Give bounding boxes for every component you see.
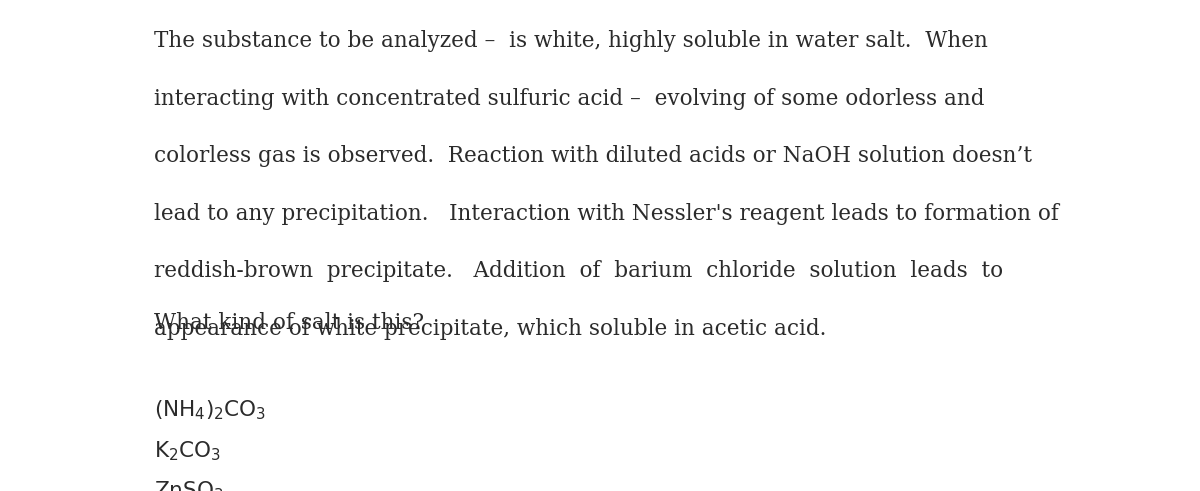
Text: appearance of white precipitate, which soluble in acetic acid.: appearance of white precipitate, which s…: [154, 318, 826, 340]
Text: The substance to be analyzed –  is white, highly soluble in water salt.  When: The substance to be analyzed – is white,…: [154, 30, 988, 53]
Text: $\mathrm{K_2CO_3}$: $\mathrm{K_2CO_3}$: [154, 439, 221, 463]
Text: $\mathrm{ZnSO_3}$: $\mathrm{ZnSO_3}$: [154, 479, 223, 491]
Text: $\mathrm{(NH_4)_2CO_3}$: $\mathrm{(NH_4)_2CO_3}$: [154, 399, 266, 422]
Text: What kind of salt is this?: What kind of salt is this?: [154, 312, 424, 334]
Text: interacting with concentrated sulfuric acid –  evolving of some odorless and: interacting with concentrated sulfuric a…: [154, 88, 984, 110]
Text: lead to any precipitation.   Interaction with Nessler's reagent leads to formati: lead to any precipitation. Interaction w…: [154, 203, 1058, 225]
Text: colorless gas is observed.  Reaction with diluted acids or NaOH solution doesn’t: colorless gas is observed. Reaction with…: [154, 145, 1032, 167]
Text: reddish-brown  precipitate.   Addition  of  barium  chloride  solution  leads  t: reddish-brown precipitate. Addition of b…: [154, 260, 1003, 282]
